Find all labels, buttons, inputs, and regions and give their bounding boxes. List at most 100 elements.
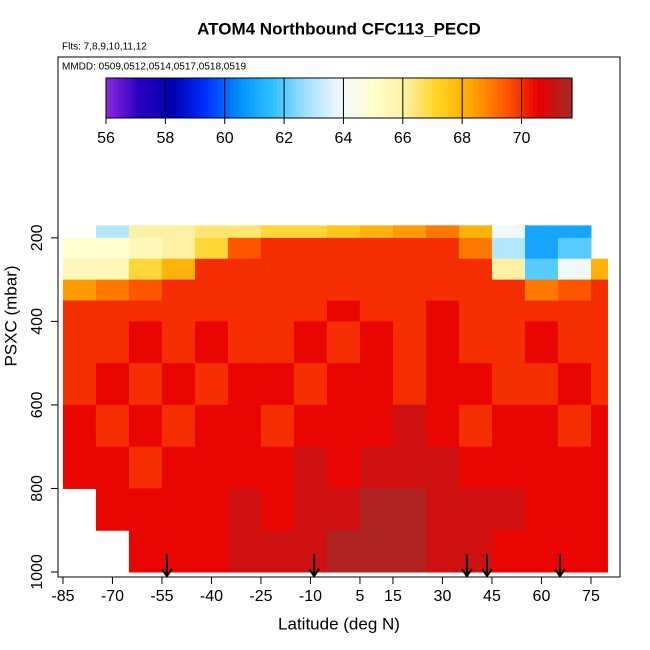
- colorbar-swatch: [370, 78, 375, 118]
- heatmap-cell: [128, 258, 163, 281]
- colorbar-swatch: [335, 78, 340, 118]
- colorbar-swatch: [175, 78, 181, 118]
- heatmap-cell: [161, 258, 196, 281]
- heatmap-cell: [524, 321, 559, 364]
- colorbar-swatch: [311, 78, 317, 118]
- heatmap-cell: [293, 446, 328, 489]
- heatmap-cell: [62, 300, 97, 322]
- heatmap-cell: [293, 300, 328, 322]
- heatmap-cell: [161, 363, 196, 406]
- x-tick-label: -40: [200, 588, 223, 605]
- heatmap-cell: [161, 446, 196, 489]
- colorbar-swatch: [358, 78, 363, 118]
- colorbar-swatch: [505, 78, 511, 118]
- plot-frame: [57, 56, 621, 578]
- colorbar-swatch: [179, 78, 185, 118]
- colorbar-swatch: [416, 78, 422, 118]
- colorbar-swatch: [109, 78, 115, 118]
- x-tick-label: -10: [299, 588, 322, 605]
- colorbar-swatch: [544, 78, 550, 118]
- heatmap-cell: [227, 321, 262, 364]
- heatmap-cell: [227, 225, 262, 239]
- heatmap-cell: [95, 258, 130, 281]
- colorbar-swatch: [560, 78, 565, 118]
- colorbar-swatch: [253, 78, 259, 118]
- heatmap-cell: [359, 258, 394, 281]
- heatmap-cell: [524, 237, 559, 260]
- colorbar: 56 58 60 62 64 66 68 70: [97, 77, 573, 147]
- colorbar-swatch: [455, 78, 460, 118]
- chart-title: ATOM4 Northbound CFC113_PECD: [197, 19, 481, 38]
- colorbar-swatch: [164, 78, 169, 118]
- heatmap-cell: [491, 237, 526, 260]
- colorbar-swatch: [377, 78, 383, 118]
- heatmap-cell: [161, 279, 196, 302]
- heatmap-cell: [491, 404, 526, 448]
- heatmap-cell: [95, 300, 130, 322]
- x-tick-label: 60: [533, 588, 551, 605]
- heatmap-cell: [194, 321, 229, 364]
- x-tick-label: 30: [434, 588, 452, 605]
- heatmap-cell: [557, 363, 592, 406]
- heatmap-cells: [62, 225, 608, 573]
- heatmap-cell: [62, 237, 97, 260]
- heatmap-cell: [458, 363, 493, 406]
- colorbar-swatch: [381, 78, 387, 118]
- colorbar-swatch: [327, 78, 332, 118]
- colorbar-swatch: [428, 78, 433, 118]
- heatmap-cell: [458, 237, 493, 260]
- colorbar-swatch: [385, 78, 391, 118]
- y-tick-label: 400: [29, 308, 46, 335]
- colorbar-swatch: [451, 78, 457, 118]
- heatmap-cell: [128, 321, 163, 364]
- colorbar-tick-label: 68: [453, 130, 471, 147]
- colorbar-swatch: [272, 78, 278, 118]
- heatmap-cell: [425, 225, 460, 239]
- colorbar-swatch: [125, 78, 130, 118]
- heatmap-cell: [425, 237, 460, 260]
- heatmap-cell: [194, 225, 229, 239]
- heatmap-cell: [524, 446, 559, 489]
- colorbar-tick-label: 60: [216, 130, 234, 147]
- heatmap-cell: [557, 446, 592, 489]
- heatmap-cell: [128, 300, 163, 322]
- heatmap-cell: [425, 363, 460, 406]
- x-tick-label: 5: [356, 588, 365, 605]
- heatmap-cell: [392, 300, 427, 322]
- heatmap-cell: [359, 237, 394, 260]
- heatmap-cell: [227, 530, 262, 573]
- heatmap-cell: [128, 488, 163, 531]
- colorbar-swatch: [304, 78, 309, 118]
- colorbar-swatch: [152, 78, 158, 118]
- heatmap-cell: [491, 363, 526, 406]
- y-tick-label: 800: [29, 475, 46, 502]
- heatmap-cell: [425, 258, 460, 281]
- colorbar-swatch: [498, 78, 503, 118]
- heatmap-cell: [161, 404, 196, 448]
- heatmap-cell: [359, 404, 394, 448]
- heatmap-cell: [491, 446, 526, 489]
- heatmap-cell: [524, 225, 559, 239]
- colorbar-swatch: [214, 78, 220, 118]
- heatmap-cell: [458, 446, 493, 489]
- heatmap-cell: [590, 363, 608, 406]
- colorbar-swatch: [346, 78, 352, 118]
- heatmap-cell: [392, 363, 427, 406]
- colorbar-swatch: [408, 78, 414, 118]
- colorbar-swatch: [412, 78, 418, 118]
- heatmap-cell: [524, 404, 559, 448]
- colorbar-tick-label: 70: [513, 130, 531, 147]
- heatmap-cell: [293, 404, 328, 448]
- y-axis-label: PSXC (mbar): [1, 265, 20, 366]
- colorbar-swatch: [432, 78, 437, 118]
- heatmap-cell: [392, 321, 427, 364]
- x-tick-label: 75: [582, 588, 600, 605]
- heatmap-cell: [425, 404, 460, 448]
- heatmap-cell: [128, 404, 163, 448]
- colorbar-tick-label: 56: [97, 130, 115, 147]
- colorbar-swatch: [172, 78, 177, 118]
- heatmap-cell: [590, 530, 608, 573]
- heatmap-cell: [95, 279, 130, 302]
- heatmap-cell: [590, 446, 608, 489]
- colorbar-swatch: [471, 78, 476, 118]
